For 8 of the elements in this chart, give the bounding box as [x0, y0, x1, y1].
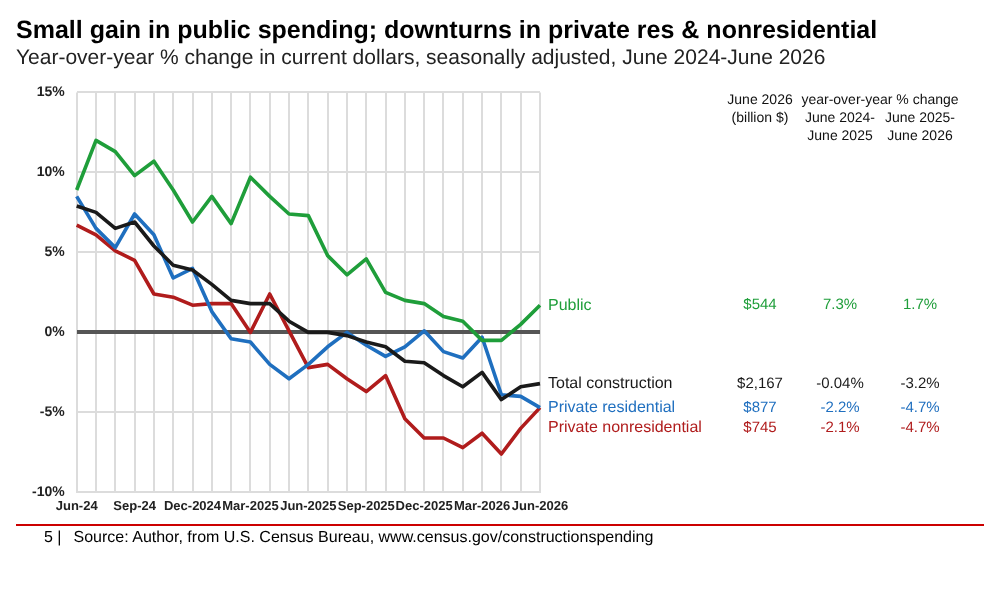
chart-subtitle: Year-over-year % change in current dollars, seasonally adjusted, June 2024-June 2026	[16, 46, 828, 72]
series-label: Private residential	[548, 398, 676, 417]
series-label: Private nonresidential	[548, 418, 703, 437]
source-note: Source: Author, from U.S. Census Bureau, www.census.gov/constructionspending	[73, 528, 654, 546]
series-label: Total construction	[548, 374, 673, 393]
text: 5 |	[44, 528, 62, 546]
chart-title: Small gain in public spending; downturns in private res & nonresidential	[16, 16, 880, 46]
series-label: Public	[548, 295, 592, 314]
